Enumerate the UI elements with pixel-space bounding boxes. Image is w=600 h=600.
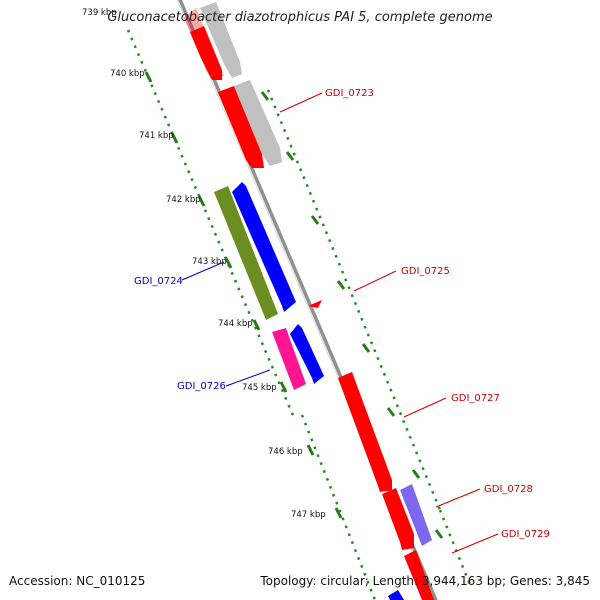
feature-gdi-0727-red	[338, 372, 392, 492]
tick-label-745: 745 kbp	[242, 383, 277, 393]
feature-gdi-0724-olive	[214, 186, 278, 320]
feature-gdi-0728-red	[382, 488, 414, 550]
tick-label-746: 746 kbp	[268, 447, 303, 457]
gene-label-gdi-0728[interactable]: GDI_0728	[484, 484, 533, 495]
feature-gdi-0723-grey	[234, 80, 282, 166]
accession-label: Accession: NC_010125	[9, 574, 146, 588]
feature-gdi-0726-pink	[272, 328, 306, 390]
inner-dotted-guide	[126, 29, 297, 421]
feature-gdi-0729-red	[404, 550, 434, 600]
gene-label-gdi-0726[interactable]: GDI_0726	[177, 381, 226, 392]
feature-blue-short	[290, 324, 324, 384]
callout-lines	[181, 92, 499, 554]
scale-ticks	[144, 71, 343, 519]
feature-gdi-0723-red	[218, 86, 264, 168]
gene-label-gdi-0729[interactable]: GDI_0729	[501, 529, 550, 540]
tick-label-739: 739 kbp	[82, 8, 117, 18]
tick-label-743: 743 kbp	[192, 257, 227, 267]
tick-label-740: 740 kbp	[110, 69, 145, 79]
feature-grey-top	[200, 2, 242, 78]
tick-label-742: 742 kbp	[166, 195, 201, 205]
topology-label: Topology: circular; Length: 3,944,163 bp…	[260, 574, 590, 588]
tick-label-741: 741 kbp	[139, 131, 174, 141]
figure-title: Gluconacetobacter diazotrophicus PAI 5, …	[107, 10, 493, 25]
feature-red-top	[190, 26, 222, 80]
tick-label-747: 747 kbp	[291, 510, 326, 520]
gene-label-gdi-0724[interactable]: GDI_0724	[134, 276, 183, 287]
feature-small-red-marker	[308, 300, 322, 308]
feature-blue-long	[232, 182, 296, 312]
gene-label-gdi-0723[interactable]: GDI_0723	[325, 88, 374, 99]
outer-scale-ticks	[260, 91, 444, 539]
gene-label-gdi-0727[interactable]: GDI_0727	[451, 393, 500, 404]
feature-blue-bottom	[388, 590, 404, 600]
feature-gdi-0728-lavender	[400, 484, 432, 546]
tick-label-744: 744 kbp	[218, 319, 253, 329]
gene-label-gdi-0725[interactable]: GDI_0725	[401, 266, 450, 277]
